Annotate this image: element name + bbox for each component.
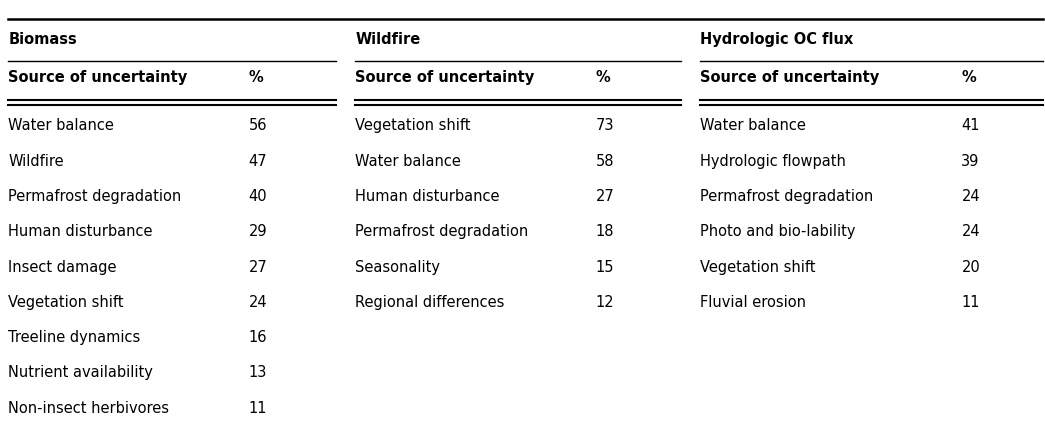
Text: %: % [249,70,263,85]
Text: Seasonality: Seasonality [355,260,440,274]
Text: Source of uncertainty: Source of uncertainty [700,70,880,85]
Text: Nutrient availability: Nutrient availability [8,366,154,380]
Text: Water balance: Water balance [355,154,461,169]
Text: 11: 11 [961,295,980,310]
Text: 27: 27 [249,260,268,274]
Text: Human disturbance: Human disturbance [355,189,500,204]
Text: 15: 15 [596,260,614,274]
Text: Fluvial erosion: Fluvial erosion [700,295,806,310]
Text: %: % [596,70,610,85]
Text: Permafrost degradation: Permafrost degradation [355,224,529,239]
Text: Hydrologic OC flux: Hydrologic OC flux [700,32,854,46]
Text: 39: 39 [961,154,980,169]
Text: 11: 11 [249,401,268,415]
Text: %: % [961,70,976,85]
Text: Vegetation shift: Vegetation shift [700,260,816,274]
Text: 29: 29 [249,224,268,239]
Text: 58: 58 [596,154,614,169]
Text: Wildfire: Wildfire [8,154,64,169]
Text: 13: 13 [249,366,268,380]
Text: Hydrologic flowpath: Hydrologic flowpath [700,154,846,169]
Text: Vegetation shift: Vegetation shift [8,295,124,310]
Text: 24: 24 [961,224,980,239]
Text: 18: 18 [596,224,614,239]
Text: Source of uncertainty: Source of uncertainty [355,70,535,85]
Text: Non-insect herbivores: Non-insect herbivores [8,401,169,415]
Text: 20: 20 [961,260,980,274]
Text: Water balance: Water balance [700,119,806,133]
Text: 40: 40 [249,189,268,204]
Text: 24: 24 [961,189,980,204]
Text: 41: 41 [961,119,980,133]
Text: 73: 73 [596,119,614,133]
Text: 56: 56 [249,119,268,133]
Text: Vegetation shift: Vegetation shift [355,119,471,133]
Text: Insect damage: Insect damage [8,260,117,274]
Text: Photo and bio-lability: Photo and bio-lability [700,224,856,239]
Text: 24: 24 [249,295,268,310]
Text: Treeline dynamics: Treeline dynamics [8,330,141,345]
Text: Source of uncertainty: Source of uncertainty [8,70,188,85]
Text: 16: 16 [249,330,268,345]
Text: Permafrost degradation: Permafrost degradation [8,189,182,204]
Text: Regional differences: Regional differences [355,295,505,310]
Text: Human disturbance: Human disturbance [8,224,153,239]
Text: 27: 27 [596,189,614,204]
Text: Water balance: Water balance [8,119,114,133]
Text: Permafrost degradation: Permafrost degradation [700,189,874,204]
Text: 47: 47 [249,154,268,169]
Text: Wildfire: Wildfire [355,32,420,46]
Text: Biomass: Biomass [8,32,77,46]
Text: 12: 12 [596,295,614,310]
